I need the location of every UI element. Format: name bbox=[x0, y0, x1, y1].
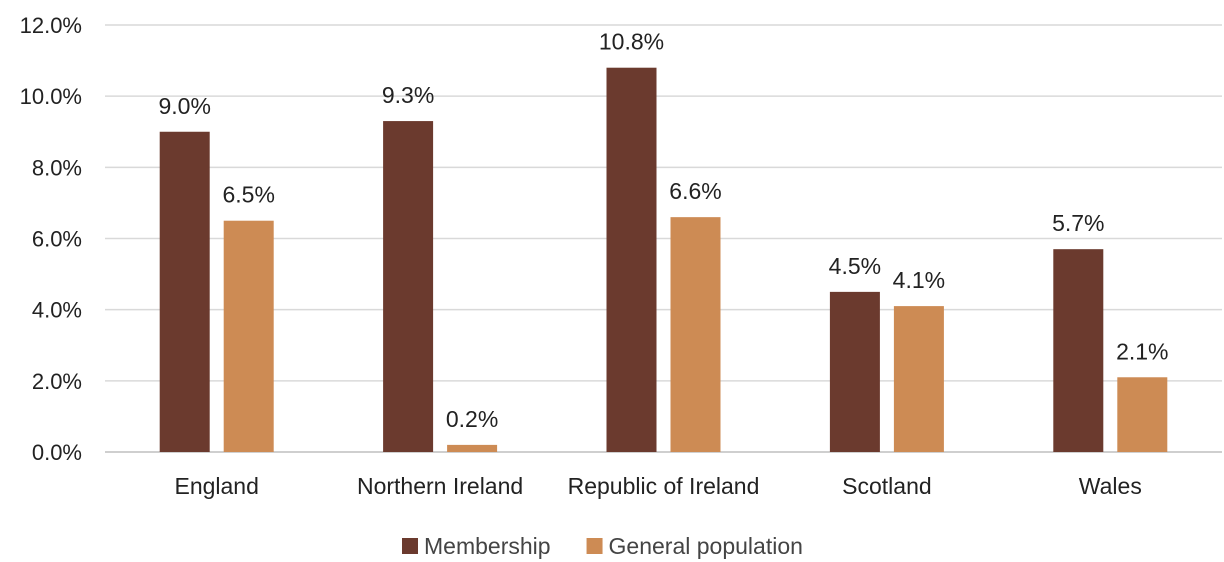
y-tick-label: 2.0% bbox=[32, 369, 82, 394]
legend-swatch bbox=[402, 538, 418, 554]
data-label: 5.7% bbox=[1052, 210, 1104, 236]
y-tick-label: 4.0% bbox=[32, 298, 82, 323]
bars bbox=[159, 67, 1168, 452]
legend-label: General population bbox=[609, 533, 803, 559]
legend: Membership General population bbox=[402, 533, 803, 559]
data-label: 6.5% bbox=[222, 182, 274, 208]
data-label: 6.6% bbox=[669, 178, 721, 204]
data-label: 9.3% bbox=[382, 82, 434, 108]
y-tick-label: 12.0% bbox=[20, 13, 82, 38]
bar-membership-england bbox=[159, 131, 210, 452]
data-label: 4.5% bbox=[829, 253, 881, 279]
y-tick-label: 6.0% bbox=[32, 227, 82, 252]
data-label: 10.8% bbox=[599, 29, 664, 55]
data-labels: 9.0% 6.5% 9.3% 0.2% 10.8% 6.6% 4.5% 4.1% 5.7% 2.1… bbox=[158, 29, 1168, 432]
category-label: Northern Ireland bbox=[357, 473, 523, 499]
category-label: Scotland bbox=[842, 473, 932, 499]
bar-membership-scotland bbox=[829, 291, 880, 452]
category-label: Republic of Ireland bbox=[568, 473, 760, 499]
y-axis-ticks: 0.0% 2.0% 4.0% 6.0% 8.0% 10.0% 12.0% bbox=[20, 13, 82, 465]
bar-general-population-republic-of-ireland bbox=[670, 217, 721, 452]
bar-general-population-england bbox=[223, 220, 274, 452]
bar-general-population-wales bbox=[1117, 377, 1168, 452]
data-label: 9.0% bbox=[158, 93, 210, 119]
y-tick-label: 8.0% bbox=[32, 155, 82, 180]
bar-general-population-scotland bbox=[893, 306, 944, 452]
data-label: 0.2% bbox=[446, 406, 498, 432]
data-label: 4.1% bbox=[893, 267, 945, 293]
x-axis-categories: England Northern Ireland Republic of Irela… bbox=[174, 473, 1141, 499]
gridlines bbox=[105, 24, 1222, 453]
bar-membership-republic-of-ireland bbox=[606, 67, 657, 452]
category-label: Wales bbox=[1079, 473, 1142, 499]
bar-membership-wales bbox=[1053, 249, 1104, 452]
legend-label: Membership bbox=[424, 533, 551, 559]
y-tick-label: 10.0% bbox=[20, 84, 82, 109]
bar-general-population-northern-ireland bbox=[447, 444, 498, 452]
legend-swatch bbox=[586, 538, 603, 554]
y-tick-label: 0.0% bbox=[32, 440, 82, 465]
bar-membership-northern-ireland bbox=[383, 121, 434, 452]
data-label: 2.1% bbox=[1116, 338, 1168, 364]
category-label: England bbox=[174, 473, 258, 499]
